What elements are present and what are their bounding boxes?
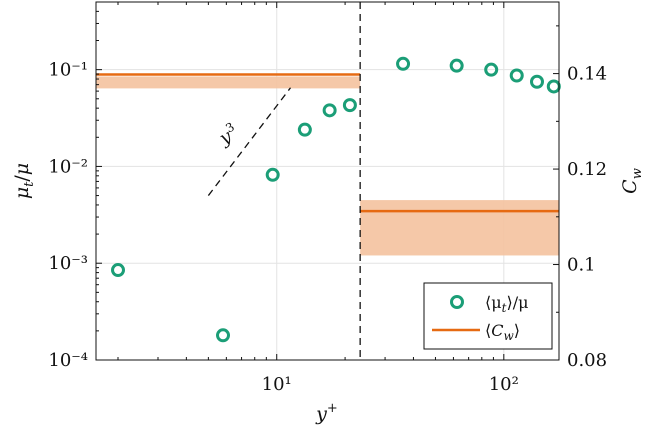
x-axis-label: y+ [315,401,338,425]
mut-data-point [216,328,231,343]
mut-data-point [297,122,312,137]
cw-bands [96,76,559,256]
y-right-tick-label: 0.14 [567,64,607,85]
svg-text:μt/μ: μt/μ [11,163,37,199]
y-left-axis-label: μt/μ [11,163,37,199]
y-right-tick-label: 0.1 [567,255,596,276]
mut-data-point [396,56,411,71]
mut-data-point [484,62,499,77]
mut-data-point [265,167,280,182]
reference-lines [207,2,361,360]
tick-labels: 10¹ 10² 10⁻⁴ 10⁻³ 10⁻² 10⁻¹ 0.08 0.1 0.12 0.14 [48,60,607,395]
x-tick-label: 10² [489,374,519,395]
y-left-tick-label: 10⁻² [48,156,88,177]
cw-confidence-band [360,200,559,256]
mut-data-point [322,103,337,118]
legend-label-mut: ⟨μt⟩/μ [485,293,529,315]
mut-data-point [342,98,357,113]
legend: ⟨μt⟩/μ ⟨Cw⟩ [423,282,553,350]
cw-confidence-band [96,76,361,89]
y-right-tick-label: 0.12 [567,159,607,180]
y-right-tick-label: 0.08 [567,350,607,371]
y-left-tick-label: 10⁻¹ [48,60,88,81]
x-tick-label: 10¹ [262,374,292,395]
y-left-tick-label: 10⁻⁴ [48,350,88,371]
mut-data-point [546,79,561,94]
mut-data-point [111,263,126,278]
y3-slope-line [207,87,292,196]
data-markers [111,56,561,343]
mut-data-point [509,68,524,83]
legend-label-cw: ⟨Cw⟩ [485,321,520,343]
svg-text:Cw: Cw [619,168,645,194]
annotation-y3: y3 [214,120,242,150]
mut-data-point [529,74,544,89]
legend-marker-mut [450,295,464,309]
mut-data-point [449,58,464,73]
axis-ticks [96,1,559,361]
y-left-tick-label: 10⁻³ [48,253,88,274]
y-right-axis-label: Cw [619,168,645,194]
cw-mean-lines [96,73,559,213]
legend-box [423,282,553,350]
